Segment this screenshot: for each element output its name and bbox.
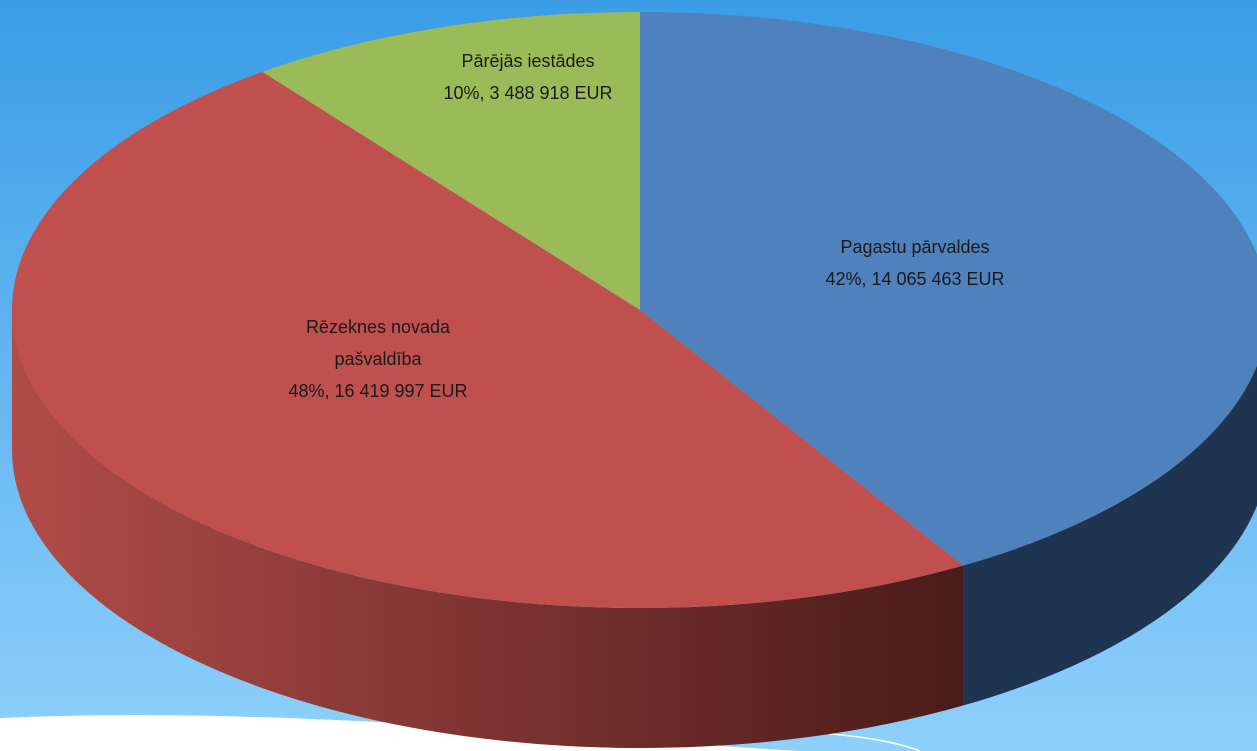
slice-side (963, 365, 1257, 706)
slice (12, 71, 964, 608)
label-line: pašvaldība (334, 349, 422, 369)
value-label: 48%, 16 419 997 EUR (288, 381, 467, 401)
label-line: Pagastu pārvaldes (840, 237, 989, 257)
value-label: 10%, 3 488 918 EUR (443, 83, 612, 103)
slice-side (12, 310, 964, 748)
slice-label: Pagastu pārvaldes (840, 237, 989, 257)
value-label: 42%, 14 065 463 EUR (825, 269, 1004, 289)
pie: Pagastu pārvaldes 42%, 14 065 463 EUR Rēze… (12, 11, 1257, 748)
slice-label: Rēzeknes novada pašvaldība (306, 317, 451, 369)
slice (262, 11, 640, 310)
label-line: Rēzeknes novada (306, 317, 451, 337)
label-line: Pārējās iestādes (461, 51, 594, 71)
slice-label: Pārējās iestādes (461, 51, 594, 71)
slice (640, 12, 1257, 566)
